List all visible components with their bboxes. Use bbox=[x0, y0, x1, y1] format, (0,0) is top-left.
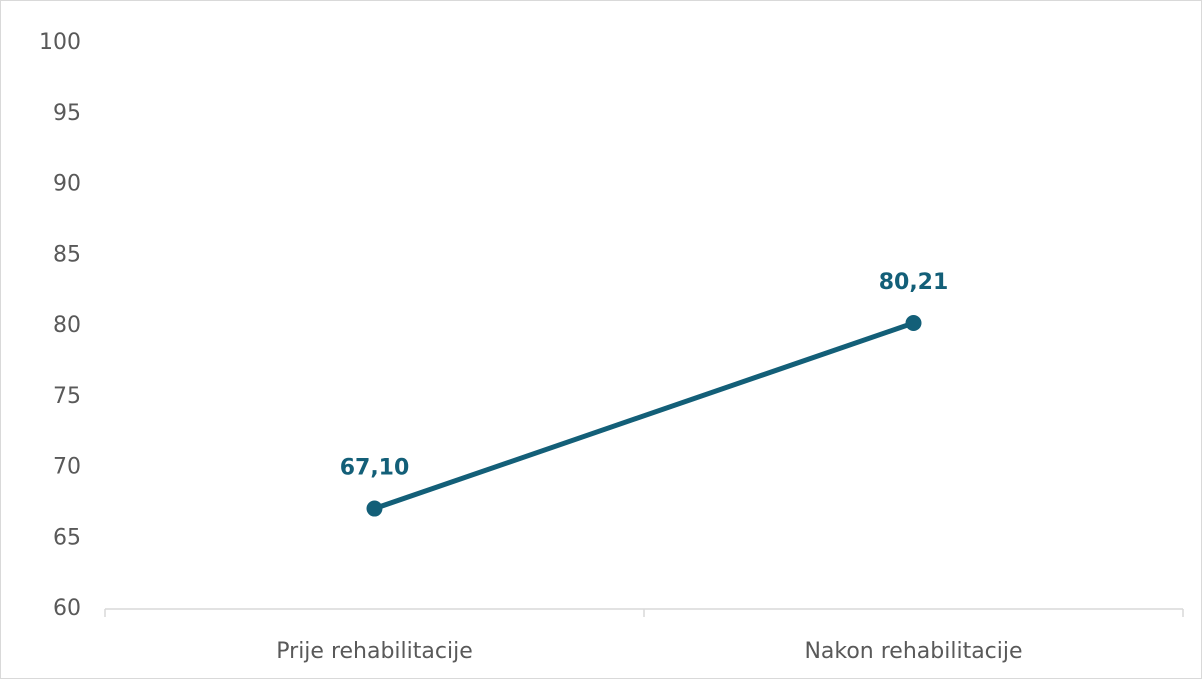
line bbox=[373, 320, 915, 511]
y-tick-label: 85 bbox=[53, 242, 81, 267]
y-tick-label: 75 bbox=[53, 384, 81, 409]
y-tick-label: 90 bbox=[53, 172, 81, 197]
x-tick-label: Prije rehabilitacije bbox=[276, 639, 472, 664]
y-tick-label: 80 bbox=[53, 313, 81, 338]
point bbox=[366, 500, 383, 517]
x-tick-label: Nakon rehabilitacije bbox=[804, 639, 1022, 664]
y-tick-label: 95 bbox=[53, 101, 81, 126]
data-label: 80,21 bbox=[879, 270, 949, 295]
y-tick-label: 70 bbox=[53, 455, 81, 480]
data-label: 67,10 bbox=[340, 456, 410, 481]
y-tick-label: 65 bbox=[53, 525, 81, 550]
point bbox=[905, 315, 922, 332]
y-tick-label: 60 bbox=[53, 596, 81, 621]
y-tick-label: 100 bbox=[39, 30, 81, 55]
